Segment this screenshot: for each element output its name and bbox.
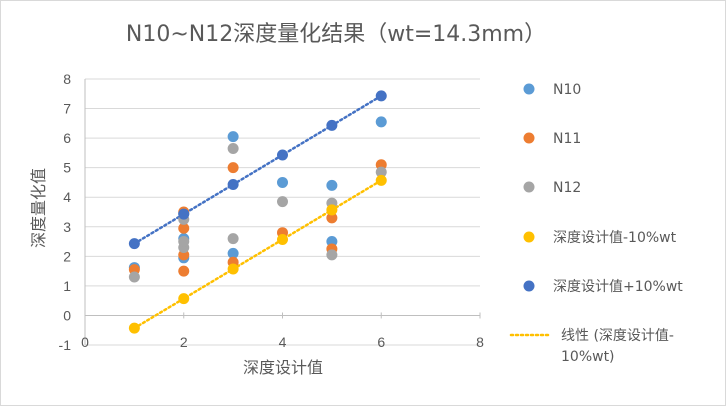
- data-point: [178, 265, 190, 277]
- x-tick-label: 0: [81, 334, 89, 350]
- data-point: [375, 90, 387, 102]
- y-tick-label: 2: [63, 248, 71, 264]
- legend: N10 N11 N12 深度设计值-10%wt 深度设计值+10%wt 线性 (深度设计值…: [509, 82, 683, 365]
- y-tick-label: 8: [63, 71, 71, 87]
- y-tick-label: 5: [63, 160, 71, 176]
- legend-marker: [523, 83, 535, 95]
- data-point: [326, 212, 338, 224]
- legend-label: 线性 (深度设计值-: [561, 328, 674, 344]
- data-point: [375, 174, 387, 186]
- legend-label: N12: [553, 180, 581, 196]
- axes: -1 0 1 2 3 4 5 6 7 8 0 2 4 6 8: [59, 71, 485, 353]
- legend-label: N11: [553, 131, 581, 147]
- y-tick-label: 6: [63, 130, 71, 146]
- data-point: [128, 238, 140, 250]
- trendline: [133, 94, 383, 245]
- data-point: [128, 322, 140, 334]
- legend-marker: [523, 181, 535, 193]
- gridlines: [85, 78, 480, 346]
- data-point: [178, 236, 190, 248]
- legend-marker: [523, 280, 535, 292]
- data-point: [227, 162, 239, 174]
- data-point: [178, 293, 190, 305]
- data-point: [326, 204, 338, 216]
- data-point: [277, 233, 288, 245]
- legend-label: 深度设计值-10%wt: [553, 230, 677, 246]
- legend-marker: [523, 132, 535, 144]
- y-axis-title: 深度量化值: [29, 168, 48, 248]
- data-point: [178, 222, 190, 234]
- data-point: [227, 247, 239, 259]
- data-point: [277, 149, 288, 161]
- y-tick-label: 7: [63, 101, 71, 117]
- data-point: [227, 131, 239, 143]
- legend-marker: [523, 231, 535, 243]
- x-tick-label: 8: [476, 334, 484, 350]
- data-point: [128, 271, 140, 283]
- y-tick-label: 3: [63, 219, 71, 235]
- data-point: [227, 142, 239, 154]
- data-point: [375, 116, 387, 128]
- data-points: [128, 90, 387, 334]
- data-point: [227, 263, 239, 275]
- legend-label: 10%wt): [561, 349, 615, 365]
- y-tick-label: 4: [63, 189, 71, 205]
- x-tick-label: 6: [377, 334, 385, 350]
- trendlines: [133, 94, 383, 330]
- data-point: [326, 249, 338, 261]
- data-point: [227, 233, 239, 245]
- data-point: [277, 196, 288, 208]
- x-tick-label: 2: [180, 334, 188, 350]
- y-tick-label: 0: [63, 307, 71, 323]
- data-point: [277, 176, 288, 188]
- data-point: [227, 179, 239, 191]
- data-point: [326, 179, 338, 191]
- trendline: [133, 179, 383, 330]
- chart-title: N10~N12深度量化结果（wt=14.3mm）: [126, 22, 546, 47]
- y-tick-label: -1: [59, 337, 72, 353]
- legend-label: 深度设计值+10%wt: [553, 279, 683, 295]
- data-point: [326, 119, 338, 131]
- y-tick-label: 1: [63, 278, 71, 294]
- x-tick-label: 4: [279, 334, 287, 350]
- data-point: [178, 208, 190, 220]
- x-axis-title: 深度设计值: [243, 358, 323, 377]
- legend-label: N10: [553, 82, 581, 98]
- data-point: [375, 166, 387, 178]
